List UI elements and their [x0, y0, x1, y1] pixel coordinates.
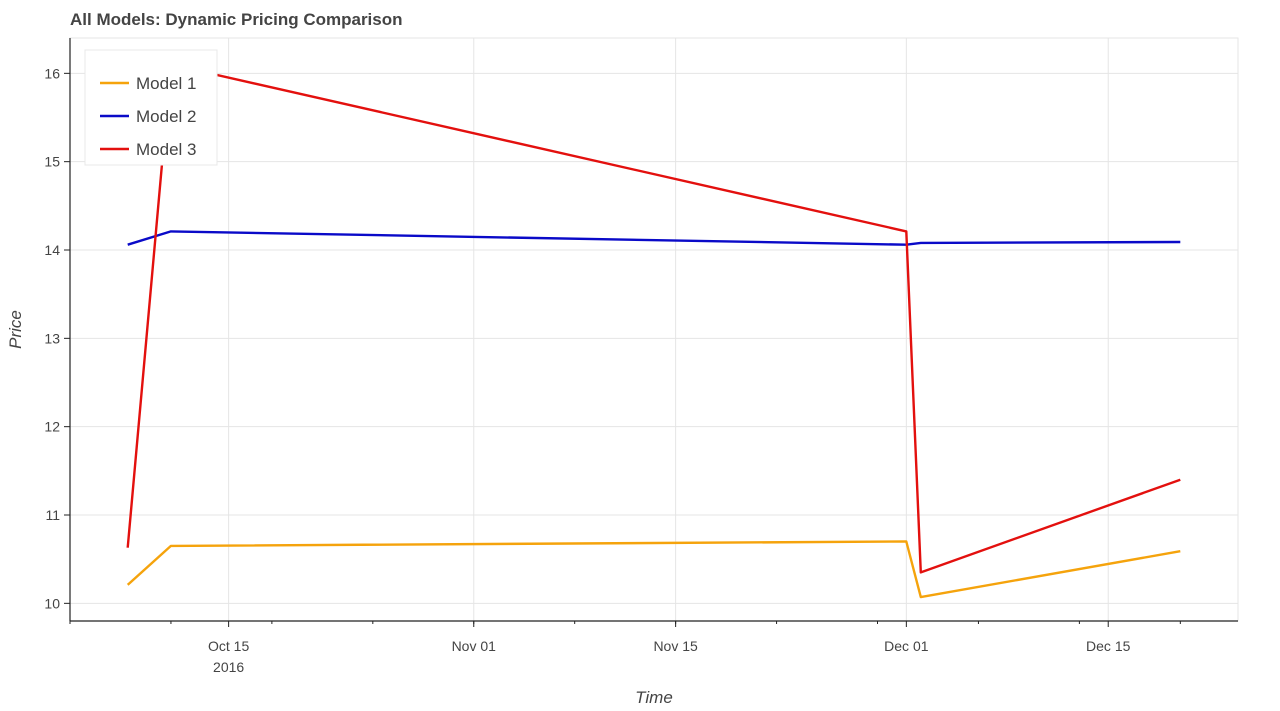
series-line-model-1 — [126, 540, 1181, 599]
legend: Model 1 Model 2 Model 3 — [84, 49, 218, 166]
axis-layer: 10 11 12 13 14 15 16 Oct 15 2016 Nov 01 Nov 15 Dec … — [44, 38, 1238, 675]
plot-frame — [69, 37, 1239, 622]
y-axis-label: Price — [6, 310, 25, 349]
series-line-model-3 — [126, 63, 1181, 574]
x-tick-label: Oct 15 — [208, 638, 249, 654]
legend-label: Model 2 — [136, 107, 196, 126]
y-tick-label: 15 — [44, 154, 60, 170]
y-tick-label: 16 — [44, 65, 60, 81]
x-axis-label: Time — [635, 688, 673, 707]
x-tick-label: Dec 01 — [884, 638, 929, 654]
legend-label: Model 3 — [136, 140, 196, 159]
x-tick-label: Dec 15 — [1086, 638, 1131, 654]
x-tick-label: Nov 15 — [653, 638, 698, 654]
series-line-model-2 — [127, 230, 1181, 246]
grid-layer — [69, 37, 1239, 622]
legend-label: Model 1 — [136, 74, 196, 93]
legend-box — [84, 49, 218, 166]
y-tick-label: 14 — [44, 242, 60, 258]
y-tick-label: 13 — [44, 330, 60, 346]
x-tick-sublabel: 2016 — [213, 659, 244, 675]
series-layer — [126, 63, 1181, 599]
y-tick-label: 10 — [44, 595, 60, 611]
y-tick-label: 11 — [45, 507, 60, 523]
y-tick-label: 12 — [44, 419, 60, 435]
x-tick-label: Nov 01 — [452, 638, 497, 654]
chart-title: All Models: Dynamic Pricing Comparison — [70, 10, 403, 29]
